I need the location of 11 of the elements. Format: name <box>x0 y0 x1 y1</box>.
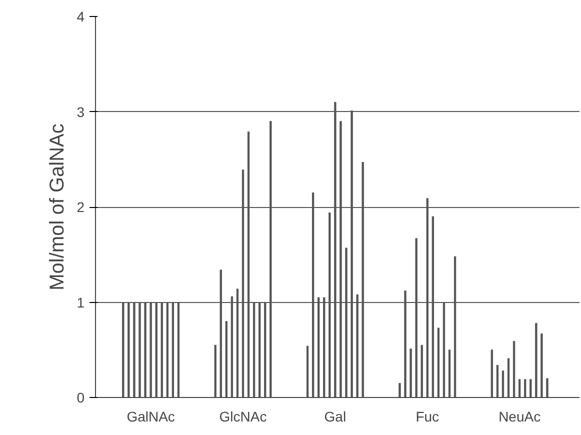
x-tick-label: GlcNAc <box>219 408 267 424</box>
y-tick-label: 2 <box>76 199 85 215</box>
x-tick-label: Gal <box>324 408 346 424</box>
y-tick-label: 4 <box>76 8 85 24</box>
x-tick-label: NeuAc <box>498 408 541 424</box>
y-tick-label: 1 <box>76 294 85 310</box>
x-tick-label: GalNAc <box>126 408 175 424</box>
y-tick-label: 3 <box>76 104 85 120</box>
x-tick-label: Fuc <box>416 408 440 424</box>
y-axis-title: Mol/mol of GalNAc <box>46 124 69 290</box>
y-tick-label: 0 <box>76 390 85 406</box>
